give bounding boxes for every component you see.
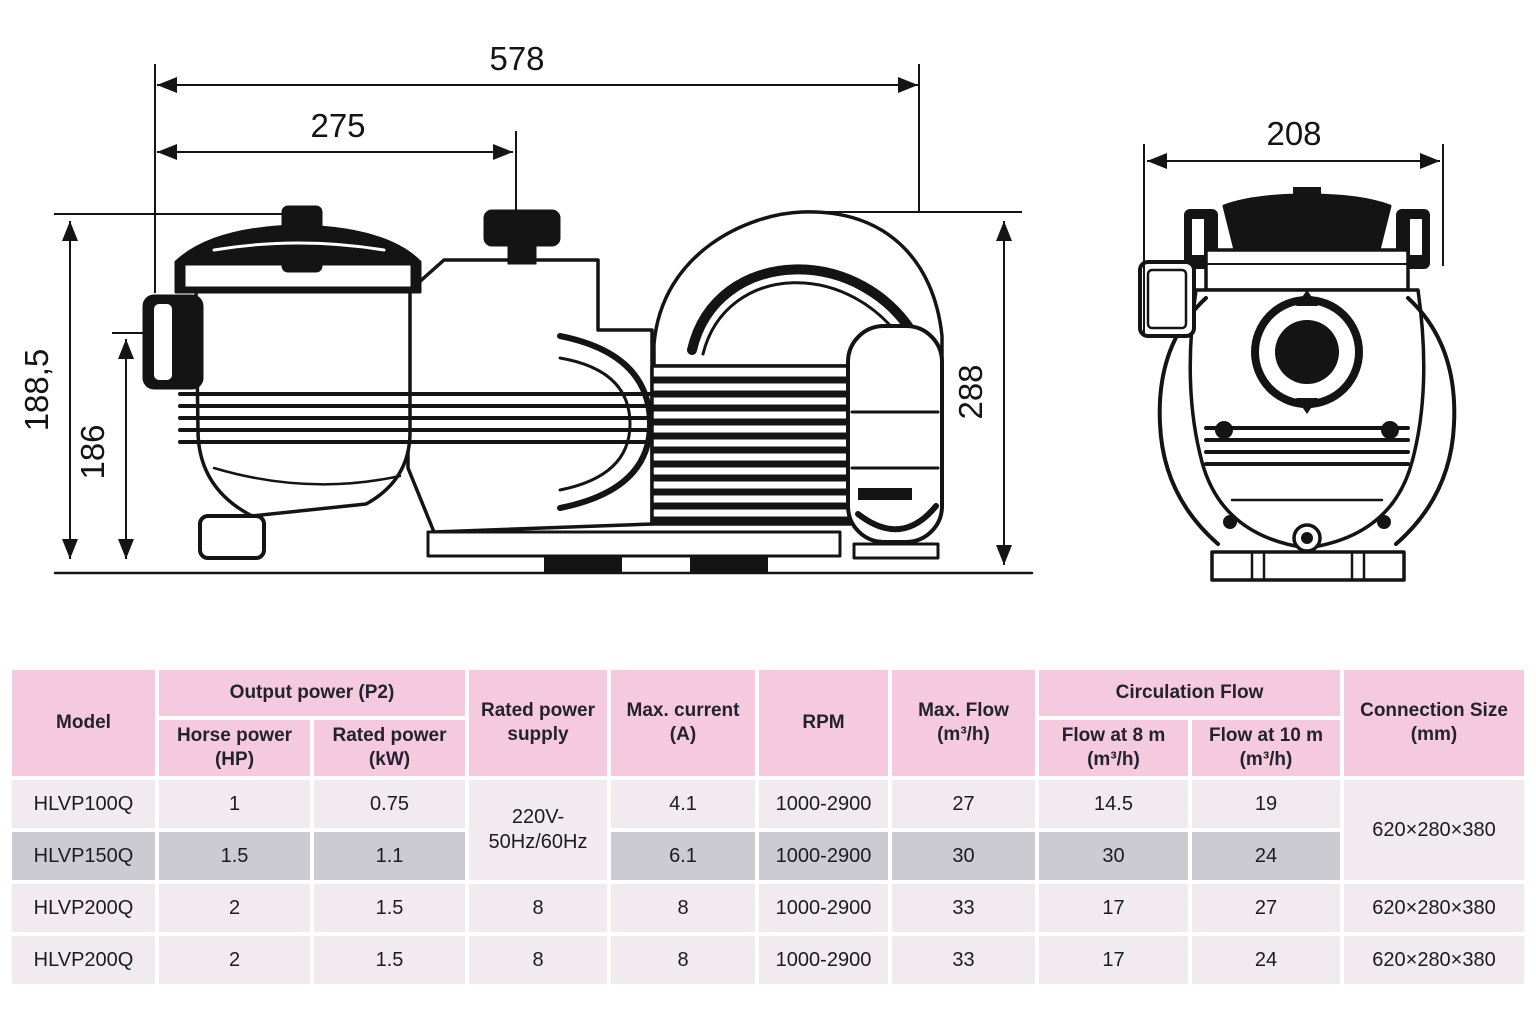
- header-flow-8m: Flow at 8 m (m³/h): [1039, 720, 1188, 776]
- cell-flow8: 17: [1039, 884, 1188, 932]
- header-connection-size: Connection Size (mm): [1344, 670, 1524, 776]
- cell-flow8: 30: [1039, 832, 1188, 880]
- cell-supply: 220V-50Hz/60Hz: [469, 780, 607, 880]
- cell-hp: 1: [159, 780, 310, 828]
- cell-size: 620×280×380: [1344, 884, 1524, 932]
- cell-supply: 8: [469, 884, 607, 932]
- cell-hp: 2: [159, 884, 310, 932]
- strainer-tank: [194, 288, 412, 518]
- cell-hp: 2: [159, 936, 310, 984]
- cell-rpm: 1000-2900: [759, 884, 888, 932]
- cell-model: HLVP100Q: [12, 780, 155, 828]
- cell-flow10: 24: [1192, 936, 1340, 984]
- cell-flow10: 19: [1192, 780, 1340, 828]
- header-horse-power: Horse power (HP): [159, 720, 310, 776]
- dim-partial-length: 275: [310, 107, 365, 144]
- pump-side-view: [53, 205, 1034, 575]
- cell-supply: 8: [469, 936, 607, 984]
- header-max-current: Max. current (A): [611, 670, 755, 776]
- inlet-port: [142, 294, 204, 390]
- lid-clamp-knob: [281, 205, 323, 273]
- cell-current: 6.1: [611, 832, 755, 880]
- cell-flow8: 14.5: [1039, 780, 1188, 828]
- cell-max-flow: 33: [892, 884, 1035, 932]
- cell-kw: 1.5: [314, 884, 465, 932]
- cell-current: 8: [611, 936, 755, 984]
- dimension-annotations: [54, 64, 1444, 565]
- front-inlet-stub: [1138, 260, 1196, 338]
- pump-front-view: [1138, 187, 1457, 582]
- cell-flow8: 17: [1039, 936, 1188, 984]
- cell-kw: 1.1: [314, 832, 465, 880]
- dim-front-width: 208: [1266, 115, 1321, 152]
- table-row-hlvp200q-2: HLVP200Q 2 1.5 8 8 1000-2900 33 17 24 62…: [12, 936, 1524, 984]
- motor-end-cap: [846, 324, 944, 544]
- header-model: Model: [12, 670, 155, 776]
- technical-drawing: 578 275 208 188,5 186 288: [18, 40, 1457, 582]
- cell-kw: 1.5: [314, 936, 465, 984]
- cell-hp: 1.5: [159, 832, 310, 880]
- table-row-hlvp200q: HLVP200Q 2 1.5 8 8 1000-2900 33 17 27 62…: [12, 884, 1524, 932]
- cell-rpm: 1000-2900: [759, 780, 888, 828]
- header-power-supply: Rated power supply: [469, 670, 607, 776]
- dim-overall-height: 188,5: [18, 349, 55, 432]
- cell-current: 4.1: [611, 780, 755, 828]
- cell-rpm: 1000-2900: [759, 936, 888, 984]
- cell-max-flow: 30: [892, 832, 1035, 880]
- header-rpm: RPM: [759, 670, 888, 776]
- table-row-hlvp150q: HLVP150Q 1.5 1.1 6.1 1000-2900 30 30 24: [12, 832, 1524, 880]
- cell-model: HLVP200Q: [12, 936, 155, 984]
- cell-rpm: 1000-2900: [759, 832, 888, 880]
- cell-max-flow: 27: [892, 780, 1035, 828]
- header-output-power-group: Output power (P2): [159, 670, 465, 716]
- cell-max-flow: 33: [892, 936, 1035, 984]
- cell-size: 620×280×380: [1344, 780, 1524, 880]
- dim-overall-length: 578: [489, 40, 544, 77]
- cell-size: 620×280×380: [1344, 936, 1524, 984]
- header-max-flow: Max. Flow (m³/h): [892, 670, 1035, 776]
- cell-kw: 0.75: [314, 780, 465, 828]
- spec-table-section: Model Output power (P2) Rated power supp…: [8, 666, 1528, 988]
- valve-cap: [483, 209, 561, 247]
- carry-handle: [687, 264, 923, 355]
- dim-inlet-height: 186: [74, 424, 111, 479]
- spec-table: Model Output power (P2) Rated power supp…: [8, 666, 1528, 988]
- cell-flow10: 27: [1192, 884, 1340, 932]
- dim-motor-height: 288: [952, 364, 989, 419]
- header-flow-10m: Flow at 10 m (m³/h): [1192, 720, 1340, 776]
- cell-model: HLVP150Q: [12, 832, 155, 880]
- header-circulation-flow-group: Circulation Flow: [1039, 670, 1340, 716]
- header-rated-power: Rated power (kW): [314, 720, 465, 776]
- pump-base: [426, 530, 842, 558]
- cell-model: HLVP200Q: [12, 884, 155, 932]
- motor-fins: [650, 364, 852, 526]
- cell-flow10: 24: [1192, 832, 1340, 880]
- front-base: [1210, 550, 1406, 582]
- table-row-hlvp100q: HLVP100Q 1 0.75 220V-50Hz/60Hz 4.1 1000-…: [12, 780, 1524, 880]
- front-lid: [1222, 193, 1392, 252]
- cell-current: 8: [611, 884, 755, 932]
